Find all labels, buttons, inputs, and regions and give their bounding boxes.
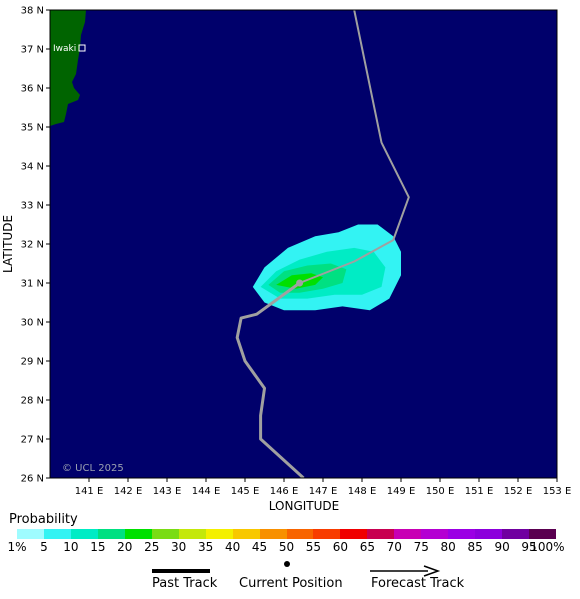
lon-tick-label: 144 E: [192, 486, 221, 497]
legend-swatch: [367, 529, 395, 539]
legend-swatch: [70, 529, 98, 539]
legend-swatch: [502, 529, 530, 539]
legend-swatch: [97, 529, 125, 539]
lon-tick-label: 149 E: [387, 486, 416, 497]
lon-tick-label: 142 E: [114, 486, 143, 497]
latitude-axis: 38 N 37 N 36 N 35 N 34 N 33 N 32 N 31 N 30 N 29 N…: [21, 6, 50, 485]
lon-tick-label: 146 E: [270, 486, 299, 497]
lon-tick-label: 141 E: [75, 486, 104, 497]
legend-swatch: [17, 529, 44, 539]
legend-swatch: [529, 529, 557, 539]
lon-tick-label: 143 E: [153, 486, 182, 497]
legend-swatch: [232, 529, 260, 539]
legend-swatch: [421, 529, 449, 539]
lon-tick-label: 153 E: [543, 486, 572, 497]
legend-swatch: [448, 529, 476, 539]
lat-tick-label: 28 N: [21, 396, 44, 407]
lon-tick-label: 150 E: [426, 486, 455, 497]
legend-swatch: [259, 529, 287, 539]
legend-swatch: [340, 529, 368, 539]
latitude-axis-title: LATITUDE: [1, 215, 15, 273]
lat-tick-label: 32 N: [21, 240, 44, 251]
lon-tick-label: 147 E: [309, 486, 338, 497]
longitude-axis-title: LONGITUDE: [269, 499, 339, 513]
copyright-text: © UCL 2025: [62, 463, 124, 474]
lat-tick-label: 29 N: [21, 357, 44, 368]
legend-tick-label: 70: [386, 540, 402, 554]
current-position-key-dot: [284, 561, 290, 567]
lat-tick-label: 38 N: [21, 6, 44, 17]
lat-tick-label: 36 N: [21, 84, 44, 95]
legend-tick-label: 35: [198, 540, 214, 554]
lat-tick-label: 27 N: [21, 435, 44, 446]
past-track-line: [235, 281, 305, 478]
legend-swatch: [124, 529, 152, 539]
city-label: Iwaki: [53, 44, 76, 54]
forecast-arrow-icon: [423, 565, 441, 577]
forecast-track-label: Forecast Track: [371, 576, 465, 591]
forecast-track-line: [299, 10, 410, 284]
legend-title: Probability: [9, 512, 78, 527]
legend-swatch: [313, 529, 341, 539]
legend-tick-label: 65: [359, 540, 375, 554]
legend-tick-label: 30: [171, 540, 187, 554]
legend-tick-label: 40: [224, 540, 241, 554]
legend-swatch: [178, 529, 206, 539]
legend-swatch: [394, 529, 422, 539]
lon-tick-label: 148 E: [348, 486, 377, 497]
legend-swatch: [205, 529, 233, 539]
legend-tick-label: 25: [144, 540, 160, 554]
lat-tick-label: 34 N: [21, 162, 44, 173]
city-square-icon: [78, 44, 86, 52]
current-position-label: Current Position: [239, 576, 343, 591]
city-marker: Iwaki: [53, 44, 86, 54]
legend-tick-label: 100%: [530, 540, 565, 554]
lat-tick-label: 26 N: [21, 474, 44, 485]
legend-tick-label: 10: [63, 540, 79, 554]
probability-color-bar: [17, 529, 557, 539]
legend-tick-label: 55: [305, 540, 322, 554]
lat-tick-label: 35 N: [21, 123, 44, 134]
storm-tracks: [235, 10, 410, 478]
legend-tick-label: 45: [251, 540, 268, 554]
lat-tick-label: 31 N: [21, 279, 44, 290]
lon-tick-label: 152 E: [504, 486, 533, 497]
legend-tick-label: 1%: [7, 540, 27, 554]
legend-swatch: [475, 529, 503, 539]
legend-swatch: [151, 529, 179, 539]
legend-tick-label: 50: [278, 540, 295, 554]
japan-landmass: [50, 10, 86, 126]
legend-tick-label: 20: [117, 540, 133, 554]
past-track-label: Past Track: [152, 576, 218, 591]
lat-tick-label: 37 N: [21, 45, 44, 56]
legend-tick-label: 80: [440, 540, 456, 554]
longitude-axis: 141 E 142 E 143 E 144 E 145 E 146 E 147 E 148 E…: [75, 478, 572, 497]
lon-tick-label: 151 E: [465, 486, 494, 497]
lon-tick-label: 145 E: [231, 486, 260, 497]
legend-tick-label: 75: [413, 540, 429, 554]
current-position-marker: [296, 279, 304, 287]
lat-tick-label: 33 N: [21, 201, 44, 212]
legend-swatch: [286, 529, 314, 539]
legend-tick-label: 95: [521, 540, 537, 554]
legend-tick-label: 15: [90, 540, 106, 554]
legend-tick-label: 85: [467, 540, 483, 554]
legend-swatch: [43, 529, 71, 539]
legend-tick-label: 90: [494, 540, 510, 554]
lat-tick-label: 30 N: [21, 318, 44, 329]
legend-tick-label: 5: [40, 540, 48, 554]
legend-tick-label: 60: [332, 540, 349, 554]
